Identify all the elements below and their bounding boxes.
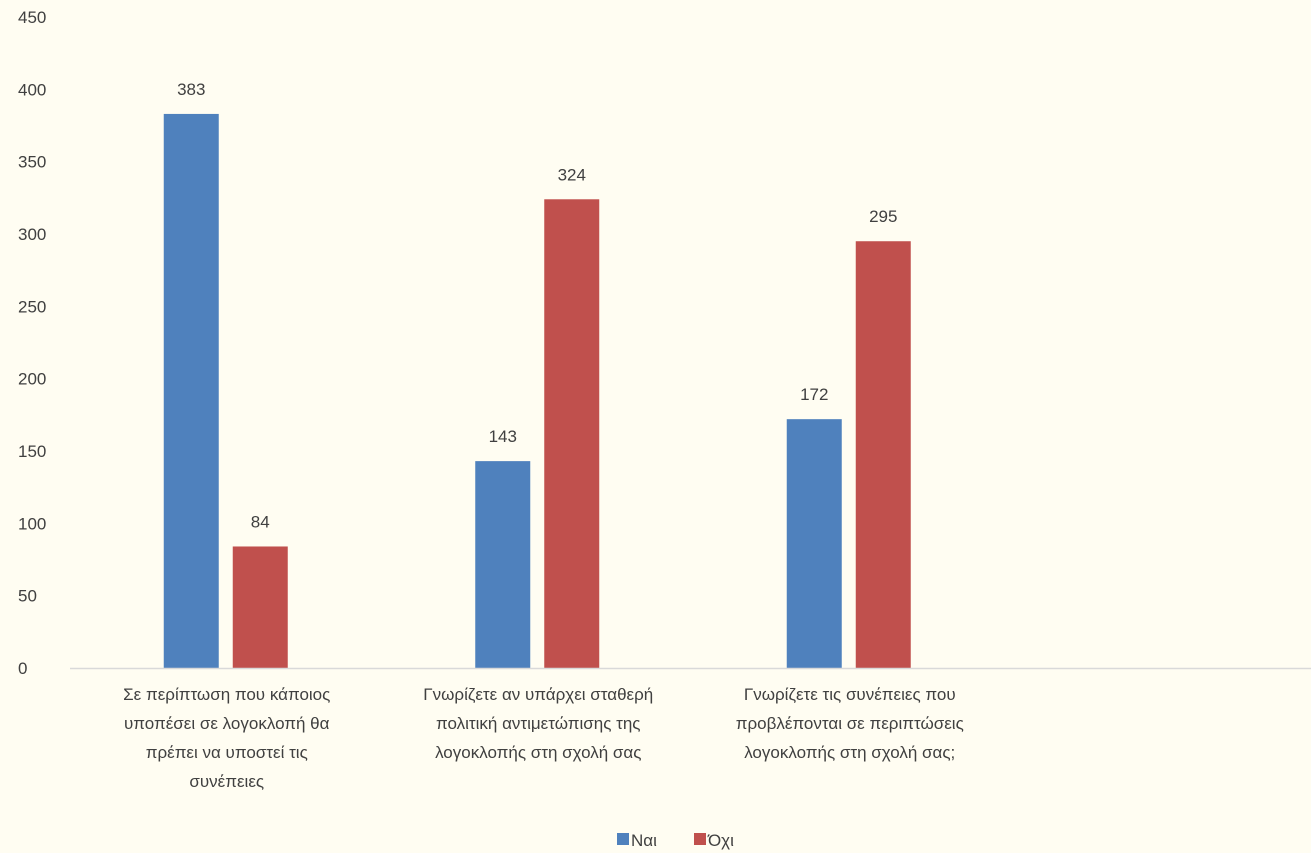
legend-label: Ναι (631, 831, 657, 850)
category-label: πολιτική αντιμετώπισης της (436, 714, 641, 733)
y-axis-ticks: 0 50 100 150 200 250 300 350 400 450 (18, 8, 46, 678)
data-label: 172 (800, 385, 828, 404)
data-label: 84 (251, 512, 270, 531)
data-label: 383 (177, 80, 205, 99)
category-label: Γνωρίζετε αν υπάρχει σταθερή (423, 685, 653, 704)
data-label: 324 (558, 165, 586, 184)
bar-nai (475, 461, 531, 668)
category-label: Γνωρίζετε τις συνέπειες που (744, 685, 956, 704)
y-tick-label: 50 (18, 587, 37, 606)
y-tick-label: 100 (18, 514, 46, 533)
data-label: 143 (489, 427, 517, 446)
y-tick-label: 350 (18, 153, 46, 172)
y-tick-label: 250 (18, 297, 46, 316)
legend-swatch (694, 833, 706, 845)
bar-ochi (232, 546, 288, 668)
y-tick-label: 450 (18, 8, 46, 27)
y-tick-label: 400 (18, 80, 46, 99)
category-label: Σε περίπτωση που κάποιος (123, 685, 330, 704)
bars: 383 84 143 324 172 295 (163, 80, 911, 669)
legend-label: Όχι (707, 831, 734, 850)
category-label: λογοκλοπής στη σχολή σας; (744, 743, 955, 762)
legend: Ναι Όχι (617, 831, 734, 850)
category-label: λογοκλοπής στη σχολή σας (435, 743, 641, 762)
bar-nai (163, 113, 219, 669)
category-label: προβλέπονται σε περιπτώσεις (736, 714, 964, 733)
bar-ochi (855, 241, 911, 668)
y-tick-label: 200 (18, 370, 46, 389)
category-label: υποπέσει σε λογοκλοπή θα (124, 714, 330, 733)
legend-swatch (617, 833, 629, 845)
y-tick-label: 300 (18, 225, 46, 244)
y-tick-label: 150 (18, 442, 46, 461)
data-label: 295 (869, 207, 897, 226)
category-labels: Σε περίπτωση που κάποιος υποπέσει σε λογο… (123, 685, 964, 791)
category-label: πρέπει να υποστεί τις (146, 743, 308, 762)
category-label: συνέπειες (189, 772, 264, 791)
bar-nai (786, 419, 842, 668)
bar-ochi (544, 199, 600, 668)
y-tick-label: 0 (18, 659, 27, 678)
